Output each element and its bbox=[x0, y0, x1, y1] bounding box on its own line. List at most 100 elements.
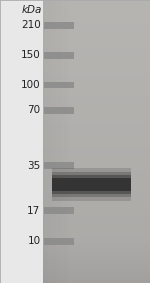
Bar bbox=[43, 54, 150, 57]
Bar bbox=[43, 235, 150, 238]
Bar bbox=[43, 207, 150, 209]
Bar bbox=[43, 156, 150, 158]
Bar bbox=[0, 0, 43, 283]
Bar bbox=[43, 14, 150, 17]
Bar bbox=[43, 258, 150, 260]
Bar bbox=[43, 243, 150, 246]
Bar bbox=[43, 45, 150, 48]
Bar bbox=[43, 241, 150, 243]
Bar bbox=[44, 52, 74, 59]
Bar bbox=[43, 42, 150, 45]
Bar bbox=[43, 170, 150, 173]
Bar bbox=[43, 105, 150, 108]
Bar bbox=[52, 175, 131, 194]
Bar bbox=[43, 263, 150, 266]
Bar bbox=[43, 246, 150, 249]
Bar bbox=[44, 82, 74, 88]
Bar bbox=[43, 28, 150, 31]
Bar bbox=[43, 133, 150, 136]
Bar bbox=[43, 88, 150, 91]
Bar bbox=[43, 147, 150, 150]
Bar bbox=[43, 99, 150, 102]
Bar bbox=[43, 62, 150, 65]
Bar bbox=[51, 0, 54, 283]
Bar bbox=[43, 40, 150, 42]
Bar bbox=[44, 22, 74, 29]
Bar bbox=[45, 0, 48, 283]
Bar bbox=[43, 142, 150, 144]
Bar bbox=[43, 232, 150, 235]
Bar bbox=[64, 0, 67, 283]
Bar bbox=[43, 31, 150, 34]
Bar bbox=[44, 162, 74, 169]
Bar bbox=[43, 150, 150, 153]
Bar bbox=[43, 218, 150, 221]
Bar bbox=[43, 6, 150, 8]
Bar bbox=[43, 59, 150, 62]
Bar bbox=[43, 74, 150, 76]
Bar bbox=[44, 207, 74, 214]
Bar bbox=[43, 113, 150, 116]
Bar bbox=[43, 275, 150, 277]
Bar bbox=[43, 280, 150, 283]
Bar bbox=[59, 0, 62, 283]
Bar bbox=[43, 139, 150, 142]
Bar bbox=[43, 224, 150, 226]
Bar bbox=[43, 201, 150, 204]
Bar bbox=[43, 226, 150, 229]
Bar bbox=[43, 91, 150, 93]
Bar bbox=[43, 93, 150, 96]
Bar bbox=[43, 48, 150, 51]
Bar bbox=[43, 96, 150, 99]
Text: 100: 100 bbox=[21, 80, 40, 90]
Bar bbox=[43, 71, 150, 74]
Bar bbox=[43, 125, 150, 127]
Bar bbox=[43, 65, 150, 68]
Bar bbox=[43, 82, 150, 85]
Bar bbox=[43, 20, 150, 23]
Bar bbox=[43, 181, 150, 184]
Bar bbox=[43, 167, 150, 170]
Bar bbox=[43, 34, 150, 37]
Bar bbox=[43, 260, 150, 263]
Bar bbox=[52, 168, 131, 201]
Bar bbox=[44, 107, 74, 114]
Bar bbox=[43, 269, 150, 272]
Text: kDa: kDa bbox=[22, 5, 42, 15]
Bar bbox=[43, 68, 150, 71]
Bar bbox=[43, 178, 150, 181]
Bar bbox=[43, 122, 150, 125]
Bar bbox=[43, 209, 150, 212]
Bar bbox=[43, 229, 150, 232]
Bar bbox=[43, 85, 150, 88]
Bar bbox=[43, 119, 150, 122]
Bar bbox=[43, 266, 150, 269]
Bar bbox=[43, 116, 150, 119]
Bar bbox=[43, 212, 150, 215]
Bar bbox=[43, 272, 150, 275]
Bar bbox=[44, 238, 74, 245]
Bar bbox=[56, 0, 59, 283]
Bar bbox=[52, 172, 131, 197]
Bar bbox=[43, 110, 150, 113]
Bar bbox=[43, 3, 150, 6]
Bar bbox=[48, 0, 51, 283]
Bar bbox=[43, 192, 150, 195]
Bar bbox=[43, 277, 150, 280]
Bar bbox=[53, 0, 56, 283]
Text: 150: 150 bbox=[21, 50, 40, 60]
Bar bbox=[43, 0, 150, 3]
Text: 10: 10 bbox=[27, 236, 40, 246]
Bar bbox=[43, 23, 150, 25]
Bar bbox=[43, 76, 150, 79]
Bar bbox=[43, 249, 150, 252]
Bar bbox=[43, 25, 150, 28]
Bar bbox=[43, 184, 150, 187]
Bar bbox=[43, 252, 150, 255]
Bar bbox=[43, 175, 150, 178]
Bar bbox=[43, 221, 150, 224]
Bar bbox=[43, 17, 150, 20]
Bar bbox=[43, 130, 150, 133]
Text: 17: 17 bbox=[27, 206, 40, 216]
Bar bbox=[43, 195, 150, 198]
